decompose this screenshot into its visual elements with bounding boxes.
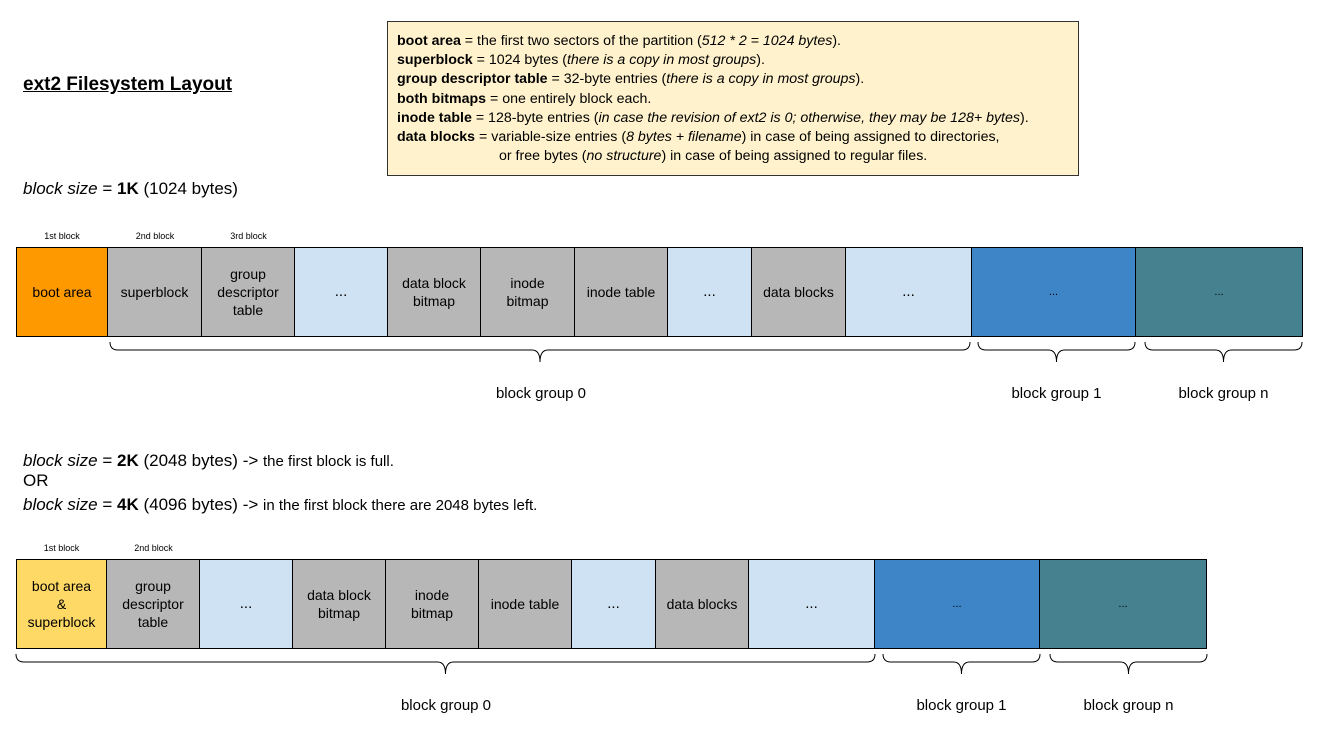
layout-block: group descriptor table (202, 247, 295, 337)
block-label: 1st block (44, 231, 80, 241)
legend-term: data blocks (397, 129, 476, 146)
group-brace (109, 341, 971, 363)
legend-text: ). (855, 71, 865, 88)
layout-block: data block bitmap (293, 559, 386, 649)
block-size-note: the first block is full. (263, 453, 394, 470)
legend-line: group descriptor table = 32-byte entries… (397, 70, 1078, 89)
layout-block: inode bitmap (386, 559, 479, 649)
layout-row-1k: boot area superblock group descriptor tabl… (16, 247, 1303, 337)
legend-text: ) in case of being assigned to directori… (741, 129, 1000, 146)
legend-line: both bitmaps = one entirely block each. (397, 90, 1078, 109)
group-label: block group n (1083, 697, 1174, 714)
layout-block: boot area (16, 247, 108, 337)
block-size-4k-line: block size = 4K (4096 bytes) -> in the f… (23, 495, 537, 515)
legend-text: ). (1020, 109, 1029, 126)
ellipsis-block: ... (846, 247, 972, 337)
legend-term: boot area (397, 33, 461, 49)
equals-sign: = (97, 451, 118, 470)
block-size-value: 4K (117, 495, 139, 514)
legend-box: boot area = the first two sectors of the… (387, 21, 1079, 176)
group-label: block group 1 (1011, 385, 1102, 402)
legend-text: ). (756, 52, 765, 69)
block-label: 1st block (43, 543, 80, 553)
legend-note: 8 bytes + filename (626, 129, 742, 146)
layout-block: data block bitmap (388, 247, 481, 337)
group-brace (882, 653, 1041, 675)
block-size-value: 1K (117, 179, 139, 198)
legend-line: or free bytes (no structure) in case of … (397, 147, 1078, 166)
or-text: OR (23, 471, 49, 490)
legend-text: = variable-size entries ( (475, 129, 627, 146)
group-label: block group 0 (495, 385, 587, 402)
layout-block: data blocks (752, 247, 846, 337)
legend-line: boot area = the first two sectors of the… (397, 32, 1078, 51)
legend-text: = the first two sectors of the partition… (460, 33, 702, 49)
group-brace (1144, 341, 1303, 363)
layout-block: inode bitmap (481, 247, 575, 337)
legend-term: superblock (397, 52, 473, 69)
legend-text: ) in case of being assigned to regular f… (661, 148, 928, 165)
diagram-title: ext2 Filesystem Layout (23, 74, 233, 95)
legend-note: no structure (586, 148, 662, 165)
legend-text: = one entirely block each. (486, 90, 652, 107)
group-label: block group n (1178, 385, 1269, 402)
block-size-bytes: (1024 bytes) (138, 179, 238, 198)
block-size-label: block size (23, 179, 98, 198)
block-size-label: block size (23, 495, 98, 514)
legend-term: group descriptor table (397, 71, 548, 88)
ellipsis-block: ... (875, 559, 1040, 649)
legend-note: in case the revision of ext2 is 0; other… (598, 109, 1020, 126)
block-label: 3rd block (230, 231, 267, 241)
layout-block: data blocks (656, 559, 749, 649)
block-label: 2nd block (134, 543, 173, 553)
legend-term: both bitmaps (397, 90, 487, 107)
legend-line: data blocks = variable-size entries (8 b… (397, 128, 1078, 147)
block-label: 2nd block (135, 231, 175, 241)
ellipsis-block: ... (200, 559, 293, 649)
ellipsis-block: ... (1136, 247, 1303, 337)
block-size-label: block size (23, 451, 98, 470)
group-brace (15, 653, 876, 675)
legend-line: inode table = 128-byte entries (in case … (397, 109, 1078, 128)
group-brace (977, 341, 1136, 363)
block-size-bytes: (2048 bytes) -> (138, 451, 264, 470)
layout-block: superblock (108, 247, 202, 337)
ellipsis-block: ... (572, 559, 656, 649)
block-size-2k-line: block size = 2K (2048 bytes) -> the firs… (23, 451, 394, 471)
legend-text: = 32-byte entries ( (547, 71, 667, 88)
ellipsis-block: ... (668, 247, 752, 337)
legend-text: = 1024 bytes ( (472, 52, 567, 69)
ellipsis-block: ... (1040, 559, 1207, 649)
group-label: block group 1 (916, 697, 1007, 714)
block-size-bytes: (4096 bytes) -> (138, 495, 264, 514)
block-size-value: 2K (117, 451, 139, 470)
group-braces-1k (109, 341, 1303, 363)
legend-line: superblock = 1024 bytes (there is a copy… (397, 51, 1078, 70)
legend-text: = 128-byte entries ( (471, 109, 599, 126)
legend-text: ). (832, 33, 841, 49)
layout-block: inode table (575, 247, 668, 337)
legend-note: 512 * 2 = 1024 bytes (701, 33, 833, 49)
group-braces-2k-4k (15, 653, 1208, 675)
ellipsis-block: ... (749, 559, 875, 649)
layout-block: group descriptor table (107, 559, 200, 649)
legend-note: there is a copy in most groups (666, 71, 856, 88)
equals-sign: = (97, 179, 118, 198)
legend-text: or free bytes ( (499, 148, 587, 165)
layout-row-2k-4k: boot area & superblock group descriptor t… (16, 559, 1207, 649)
block-size-1k-line: block size = 1K (1024 bytes) (23, 179, 238, 199)
group-brace (1049, 653, 1208, 675)
legend-note: there is a copy in most groups (566, 52, 757, 69)
layout-block: boot area & superblock (16, 559, 107, 649)
ellipsis-block: ... (295, 247, 388, 337)
ellipsis-block: ... (972, 247, 1136, 337)
block-size-note: in the first block there are 2048 bytes … (263, 497, 538, 514)
layout-block: inode table (479, 559, 572, 649)
group-label: block group 0 (400, 697, 492, 714)
equals-sign: = (97, 495, 118, 514)
legend-term: inode table (397, 109, 472, 126)
